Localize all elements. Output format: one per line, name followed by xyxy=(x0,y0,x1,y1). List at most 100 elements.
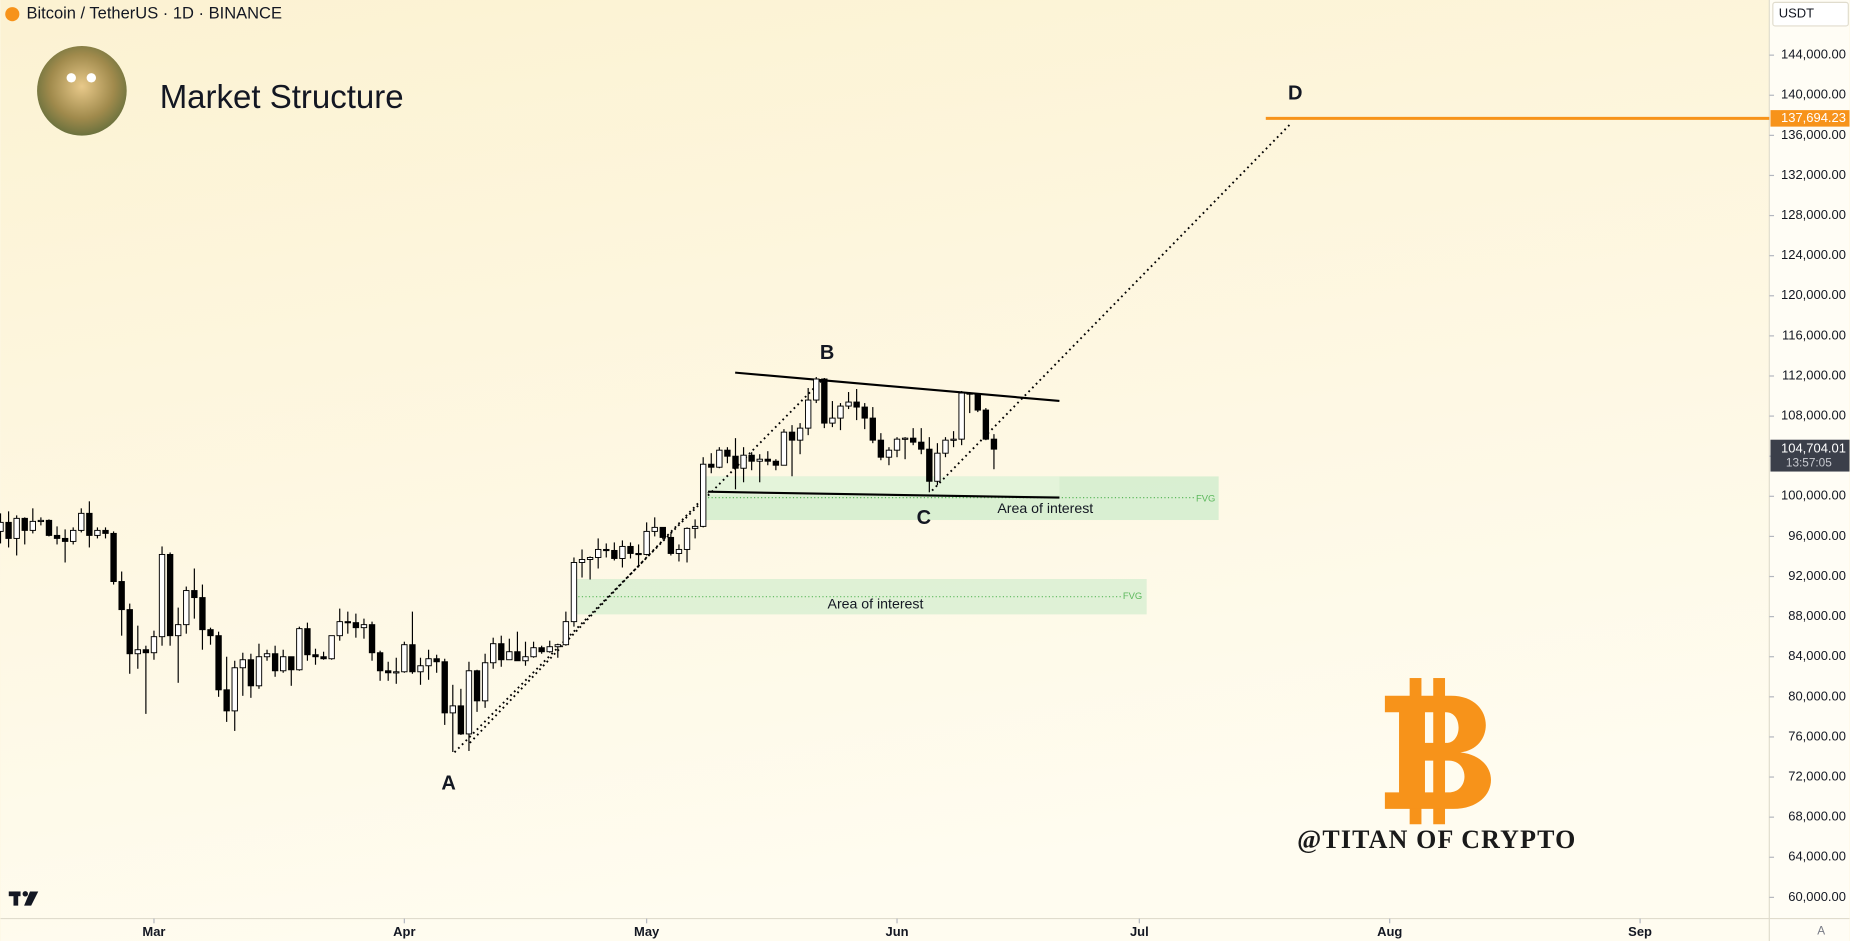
annotation: B xyxy=(820,342,834,364)
x-tick-label: Jul xyxy=(1130,924,1149,939)
x-tick-label: Mar xyxy=(142,924,165,939)
candle-body xyxy=(231,667,238,712)
candle-body xyxy=(183,590,190,626)
y-tick-label: 124,000.00 xyxy=(1781,247,1846,262)
y-tick-label: 68,000.00 xyxy=(1788,809,1846,824)
candle-body xyxy=(901,437,909,440)
annotation: FVG xyxy=(1196,492,1215,503)
logo-b xyxy=(1384,695,1491,809)
candle-body xyxy=(320,656,327,660)
candle-body xyxy=(255,656,263,687)
candle-body xyxy=(683,527,691,550)
candle-body xyxy=(360,624,368,629)
candle-body xyxy=(13,517,20,539)
candle-body xyxy=(918,441,925,450)
candle-body xyxy=(659,526,666,538)
candle-body xyxy=(756,458,763,462)
y-tick-label: 60,000.00 xyxy=(1788,889,1846,904)
candle-body xyxy=(885,449,893,458)
candle-body xyxy=(966,392,973,395)
avatar xyxy=(37,45,127,136)
candle-body xyxy=(280,656,287,672)
candle-body xyxy=(667,536,675,554)
y-tick-label: 144,000.00 xyxy=(1781,47,1846,62)
candle-body xyxy=(813,378,820,401)
candle-body xyxy=(780,431,788,466)
candle-body xyxy=(829,417,836,424)
y-tick-label: 128,000.00 xyxy=(1781,207,1846,222)
y-tick-label: 92,000.00 xyxy=(1788,568,1846,583)
candle-body xyxy=(570,562,578,623)
candle-body xyxy=(837,405,844,419)
candle-body xyxy=(498,643,505,661)
zone-highlight xyxy=(705,476,1060,496)
candle-body xyxy=(909,437,917,443)
candle-body xyxy=(21,517,28,531)
candle-body xyxy=(207,629,214,637)
y-tick-label: 116,000.00 xyxy=(1782,327,1846,342)
candle-body xyxy=(441,661,448,714)
y-tick-label: 132,000.00 xyxy=(1781,167,1846,182)
y-tick-label: 96,000.00 xyxy=(1788,528,1846,543)
candle-body xyxy=(304,628,311,656)
candle-body xyxy=(61,537,69,542)
candle-body xyxy=(239,659,246,669)
currency-box[interactable] xyxy=(1772,1,1849,27)
candle-body xyxy=(45,519,53,536)
candle-body xyxy=(603,548,610,552)
annotation: A xyxy=(441,772,455,794)
candle-body xyxy=(110,532,117,583)
candle-body xyxy=(409,644,416,673)
candle-body xyxy=(651,526,658,532)
candle-body xyxy=(578,559,586,563)
candle-body xyxy=(853,401,860,408)
candle-body xyxy=(926,448,933,482)
candle-body xyxy=(724,449,731,457)
candle-body xyxy=(417,665,424,673)
candle-body xyxy=(586,556,594,560)
candle-body xyxy=(385,670,392,674)
bitcoin-logo xyxy=(1384,678,1491,825)
candle-body xyxy=(845,401,852,407)
candle-body xyxy=(70,529,77,542)
candle-body xyxy=(0,521,4,532)
candle-body xyxy=(433,658,440,663)
y-tick-label: 88,000.00 xyxy=(1788,608,1846,623)
tv-logo-part xyxy=(24,891,39,906)
candle-body xyxy=(126,609,133,655)
y-tick-label: 140,000.00 xyxy=(1781,87,1846,102)
candle-body xyxy=(990,438,998,450)
watermark: @TITAN OF CRYPTO xyxy=(1297,825,1576,854)
candle-body xyxy=(893,438,901,451)
symbol-icon xyxy=(5,7,20,22)
candle-body xyxy=(158,553,166,638)
currency[interactable]: USDT xyxy=(1779,6,1814,21)
annotation: C xyxy=(917,507,931,529)
candle-body xyxy=(368,624,376,654)
candle-body xyxy=(611,549,618,559)
candle-body xyxy=(643,530,650,555)
annotation: Area of interest xyxy=(828,596,924,612)
candle-body xyxy=(175,624,182,637)
candle-body xyxy=(506,651,513,661)
candle-body xyxy=(772,460,780,466)
candle-body xyxy=(376,652,384,672)
candle-body xyxy=(877,439,885,458)
candle-body xyxy=(78,512,85,531)
candle-body xyxy=(271,653,279,672)
candle-body xyxy=(263,653,271,658)
candle-body xyxy=(344,621,351,624)
candle-body xyxy=(29,520,36,531)
x-tick-label: Aug xyxy=(1377,924,1402,939)
tv-logo-part xyxy=(13,891,19,906)
candle-body xyxy=(118,581,125,611)
auto-scale-button[interactable]: A xyxy=(1817,925,1825,938)
y-tick-label: 80,000.00 xyxy=(1788,688,1846,703)
candle-body xyxy=(102,529,109,534)
candle-body xyxy=(514,651,521,662)
last-price-label: 104,704.01 xyxy=(1781,441,1846,456)
candle-body xyxy=(861,406,868,419)
x-tick-label: Jun xyxy=(885,924,908,939)
